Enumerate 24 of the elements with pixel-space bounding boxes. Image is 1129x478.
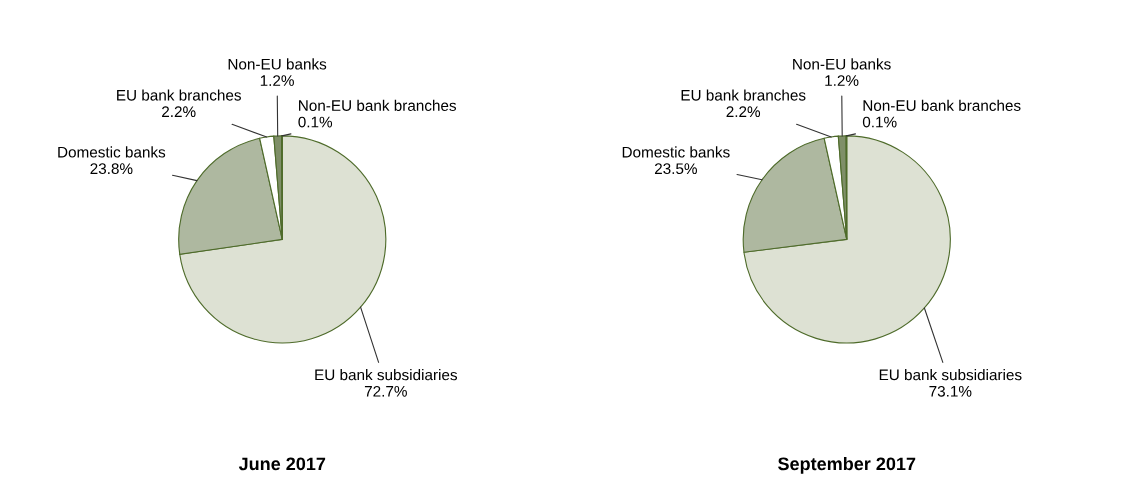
- slice-label: Domestic banks: [622, 146, 730, 158]
- slice-label: Non-EU bank branches: [299, 99, 457, 111]
- data-label: 2.2%: [726, 106, 761, 118]
- slice-label: EU bank subsidiaries: [879, 369, 1022, 381]
- data-label: 1.2%: [260, 75, 294, 86]
- text: June 2017: [238, 457, 326, 471]
- slice-label: Non-EU bank branches: [863, 99, 1021, 111]
- data-label: 0.1%: [298, 116, 333, 128]
- slice-label: Domestic banks: [58, 146, 166, 158]
- text: September 2017: [778, 456, 916, 474]
- data-label: 73.1%: [929, 385, 972, 397]
- pie-slice: [179, 135, 387, 344]
- slice-label: Non-EU banks: [793, 58, 891, 70]
- slice-label: Non-EU banks: [228, 58, 327, 70]
- data-label: 23.8%: [90, 163, 133, 175]
- slice-label: EU bank branches: [117, 89, 241, 101]
- data-label: 2.2%: [162, 106, 196, 118]
- pie-slice: [743, 135, 951, 344]
- data-label: 23.5%: [654, 163, 697, 175]
- slice-label: EU bank subsidiaries: [315, 369, 458, 381]
- data-label: 0.1%: [862, 116, 897, 128]
- slice-label: EU bank branches: [681, 89, 806, 101]
- data-label: 72.7%: [364, 385, 407, 397]
- data-label: 1.2%: [825, 75, 859, 86]
